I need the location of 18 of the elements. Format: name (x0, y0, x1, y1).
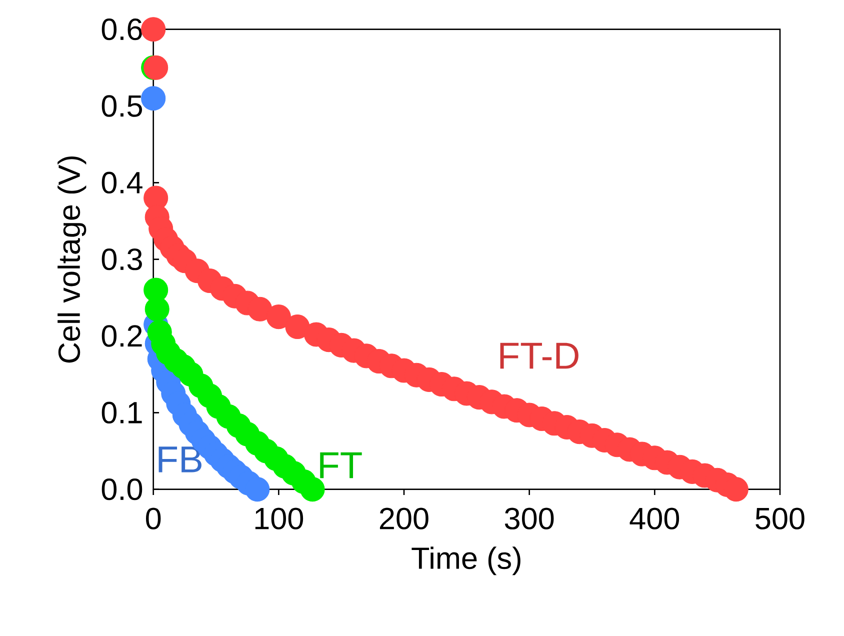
annotation: FT (320, 452, 362, 478)
x-tick-label: 0 (146, 508, 161, 530)
x-tick-label: 100 (255, 508, 304, 530)
x-tick-label: 400 (630, 508, 680, 530)
x-axis-title: Time (s) (412, 546, 520, 576)
x-tick-label: 300 (504, 508, 554, 530)
y-tick-label: 0.3 (102, 248, 142, 270)
x-tick-label: 500 (756, 508, 804, 530)
annotation: FB (158, 446, 202, 472)
y-tick-label: 0.2 (102, 325, 142, 347)
y-tick-label: 0.1 (102, 402, 142, 424)
y-tick-label: 0.4 (102, 172, 142, 194)
y-axis-title: Cell voltage (V) (58, 156, 86, 363)
y-tick-label: 0.0 (102, 478, 142, 500)
x-tick-label: 200 (380, 508, 428, 530)
annotation: FT-D (500, 342, 578, 369)
y-tick-label: 0.5 (102, 95, 142, 117)
y-tick-label: 0.6 (102, 18, 142, 40)
